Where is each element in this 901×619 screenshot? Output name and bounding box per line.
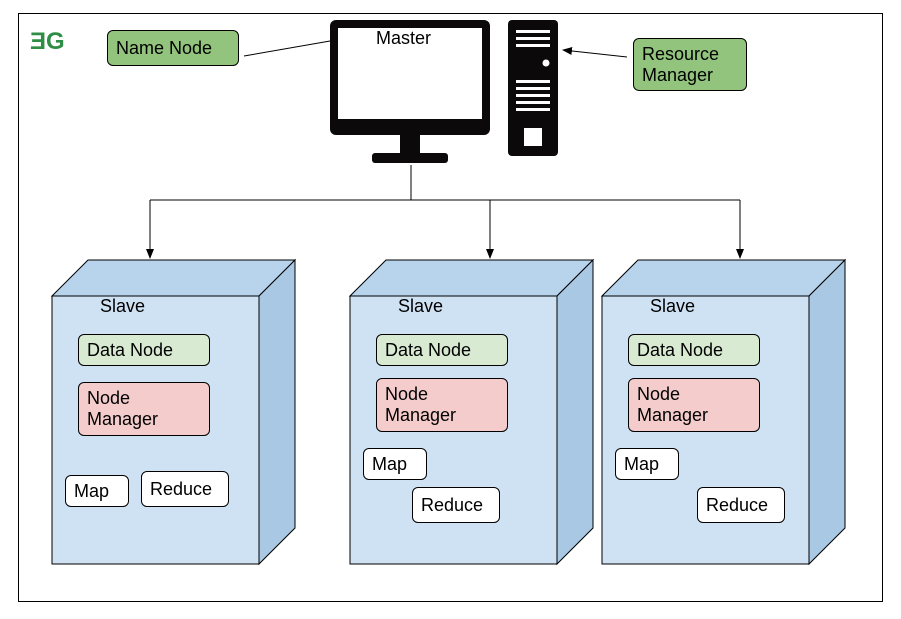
reduce-box: Reduce (412, 487, 500, 523)
logo: ƎG (30, 30, 65, 54)
map-label: Map (74, 481, 109, 502)
node-manager-label: Node Manager (637, 384, 708, 425)
reduce-label: Reduce (421, 495, 483, 516)
data-node-label: Data Node (637, 340, 723, 361)
map-box: Map (65, 475, 129, 507)
map-box: Map (363, 448, 427, 480)
data-node-box: Data Node (376, 334, 508, 366)
name-node-box: Name Node (107, 30, 239, 66)
data-node-box: Data Node (78, 334, 210, 366)
reduce-box: Reduce (697, 487, 785, 523)
diagram-canvas: ƎG Name Node Resource Manager Master Sla… (0, 0, 901, 619)
map-label: Map (372, 454, 407, 475)
master-label: Master (376, 28, 431, 49)
node-manager-box: Node Manager (376, 378, 508, 432)
reduce-label: Reduce (706, 495, 768, 516)
slave-label: Slave (100, 296, 145, 317)
map-box: Map (615, 448, 679, 480)
node-manager-box: Node Manager (78, 382, 210, 436)
resource-manager-label: Resource Manager (642, 44, 719, 85)
slave-label: Slave (398, 296, 443, 317)
data-node-box: Data Node (628, 334, 760, 366)
node-manager-label: Node Manager (385, 384, 456, 425)
resource-manager-box: Resource Manager (633, 38, 747, 91)
data-node-label: Data Node (87, 340, 173, 361)
reduce-label: Reduce (150, 479, 212, 500)
reduce-box: Reduce (141, 471, 229, 507)
name-node-label: Name Node (116, 38, 212, 59)
node-manager-box: Node Manager (628, 378, 760, 432)
node-manager-label: Node Manager (87, 388, 158, 429)
data-node-label: Data Node (385, 340, 471, 361)
map-label: Map (624, 454, 659, 475)
slave-label: Slave (650, 296, 695, 317)
